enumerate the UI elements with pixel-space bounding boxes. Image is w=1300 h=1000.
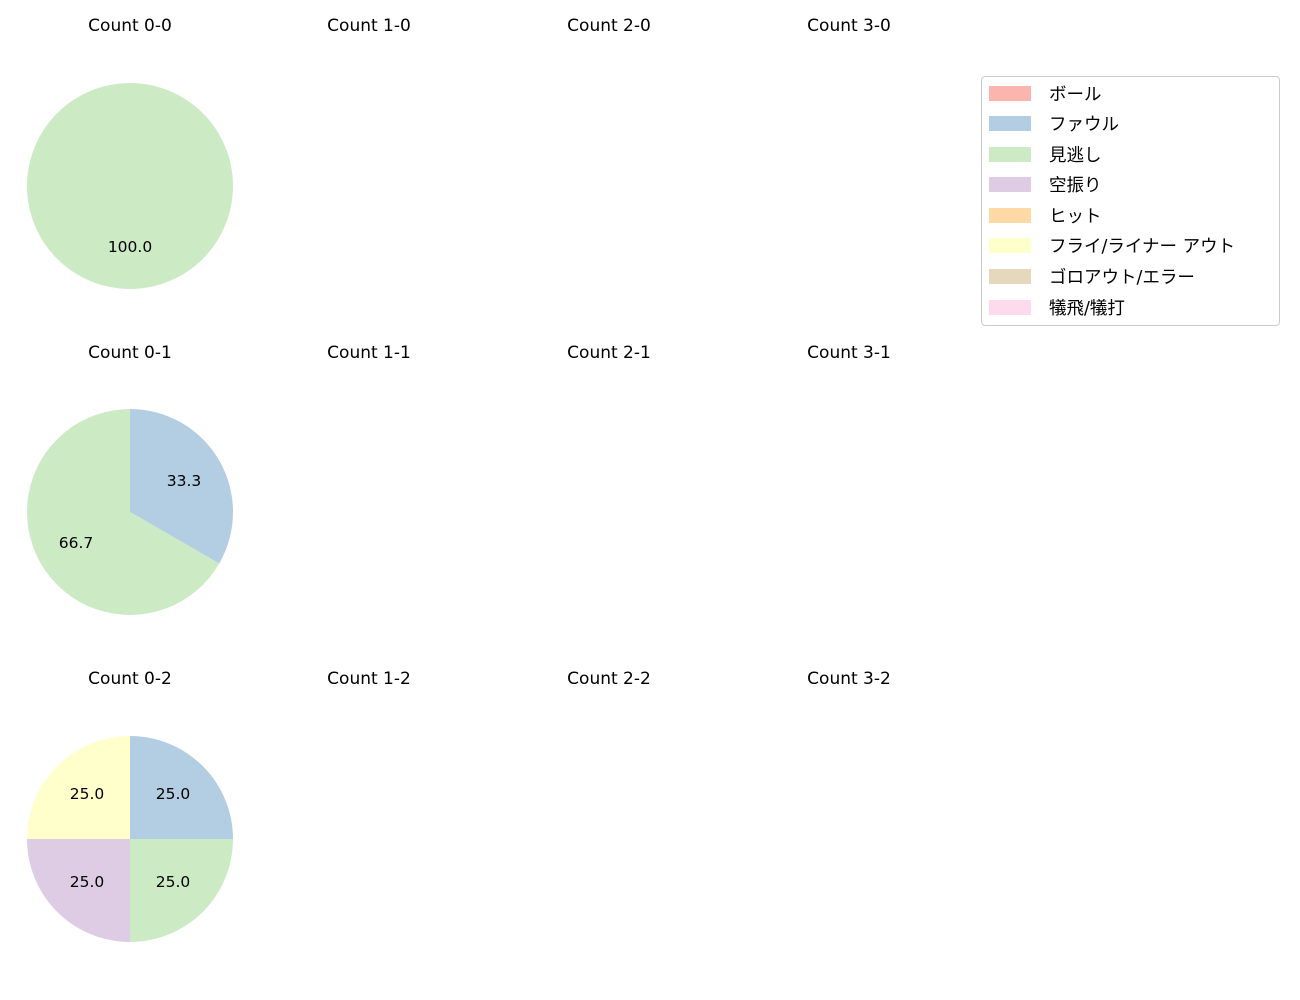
subplot-title-count-2-1: Count 2-1 — [567, 343, 651, 363]
legend-label: ゴロアウト/エラー — [1049, 267, 1195, 288]
legend-swatch — [989, 85, 1031, 101]
legend-label: 見逃し — [1049, 145, 1102, 166]
subplot-title-count-0-1: Count 0-1 — [88, 343, 172, 363]
subplot-title-count-3-0: Count 3-0 — [807, 16, 891, 36]
subplot-title-count-2-0: Count 2-0 — [567, 16, 651, 36]
legend-item-foul: ファウル — [989, 113, 1119, 135]
pie-slice-miss-looking — [130, 839, 233, 942]
legend-item-fly-liner-out: フライ/ライナー アウト — [989, 235, 1236, 257]
pie-count-0-0: 100.0 — [27, 83, 233, 289]
chart-legend: ボール ファウル 見逃し 空振り ヒット フライ/ライナー アウト ゴロアウト/… — [981, 76, 1280, 326]
legend-label: ファウル — [1049, 114, 1119, 135]
pie-label: 100.0 — [108, 238, 152, 256]
subplot-title-count-0-2: Count 0-2 — [88, 669, 172, 689]
legend-label: ボール — [1049, 84, 1102, 105]
legend-swatch — [989, 115, 1031, 131]
legend-label: ヒット — [1049, 206, 1102, 227]
legend-item-miss-looking: 見逃し — [989, 144, 1102, 166]
subplot-title-count-2-2: Count 2-2 — [567, 669, 651, 689]
legend-label: 空振り — [1049, 175, 1102, 196]
legend-item-ball: ボール — [989, 83, 1102, 105]
pie-slice-miss-looking — [26, 409, 220, 615]
legend-swatch — [989, 146, 1031, 162]
legend-label: フライ/ライナー アウト — [1049, 236, 1236, 257]
legend-label: 犠飛/犠打 — [1049, 298, 1125, 319]
legend-item-hit: ヒット — [989, 205, 1102, 227]
pie-slice-fly-liner-out — [27, 736, 130, 839]
pie-slice-miss-looking — [27, 83, 233, 289]
legend-item-swinging-strike: 空振り — [989, 174, 1102, 196]
subplot-title-count-1-0: Count 1-0 — [327, 16, 411, 36]
pie-slice-swinging-strike — [27, 839, 130, 942]
pie-label: 25.0 — [156, 785, 191, 803]
legend-swatch — [989, 207, 1031, 223]
subplot-title-count-1-2: Count 1-2 — [327, 669, 411, 689]
legend-swatch — [989, 237, 1031, 253]
subplot-title-count-3-1: Count 3-1 — [807, 343, 891, 363]
pie-count-0-2: 25.0 25.0 25.0 25.0 — [27, 736, 233, 942]
legend-swatch — [989, 176, 1031, 192]
pie-slice-foul — [130, 736, 233, 839]
pie-slice-foul — [130, 409, 233, 564]
pie-label: 25.0 — [156, 873, 191, 891]
legend-swatch — [989, 268, 1031, 284]
legend-item-sacrifice: 犠飛/犠打 — [989, 297, 1125, 319]
pie-label: 66.7 — [59, 534, 94, 552]
subplot-title-count-0-0: Count 0-0 — [88, 16, 172, 36]
subplot-title-count-3-2: Count 3-2 — [807, 669, 891, 689]
legend-item-grounder-out-error: ゴロアウト/エラー — [989, 266, 1195, 288]
pie-count-0-1: 33.3 66.7 — [26, 409, 233, 615]
pie-label: 25.0 — [70, 785, 105, 803]
pie-label: 25.0 — [70, 873, 105, 891]
subplot-title-count-1-1: Count 1-1 — [327, 343, 411, 363]
pie-label: 33.3 — [167, 472, 202, 490]
legend-swatch — [989, 299, 1031, 315]
